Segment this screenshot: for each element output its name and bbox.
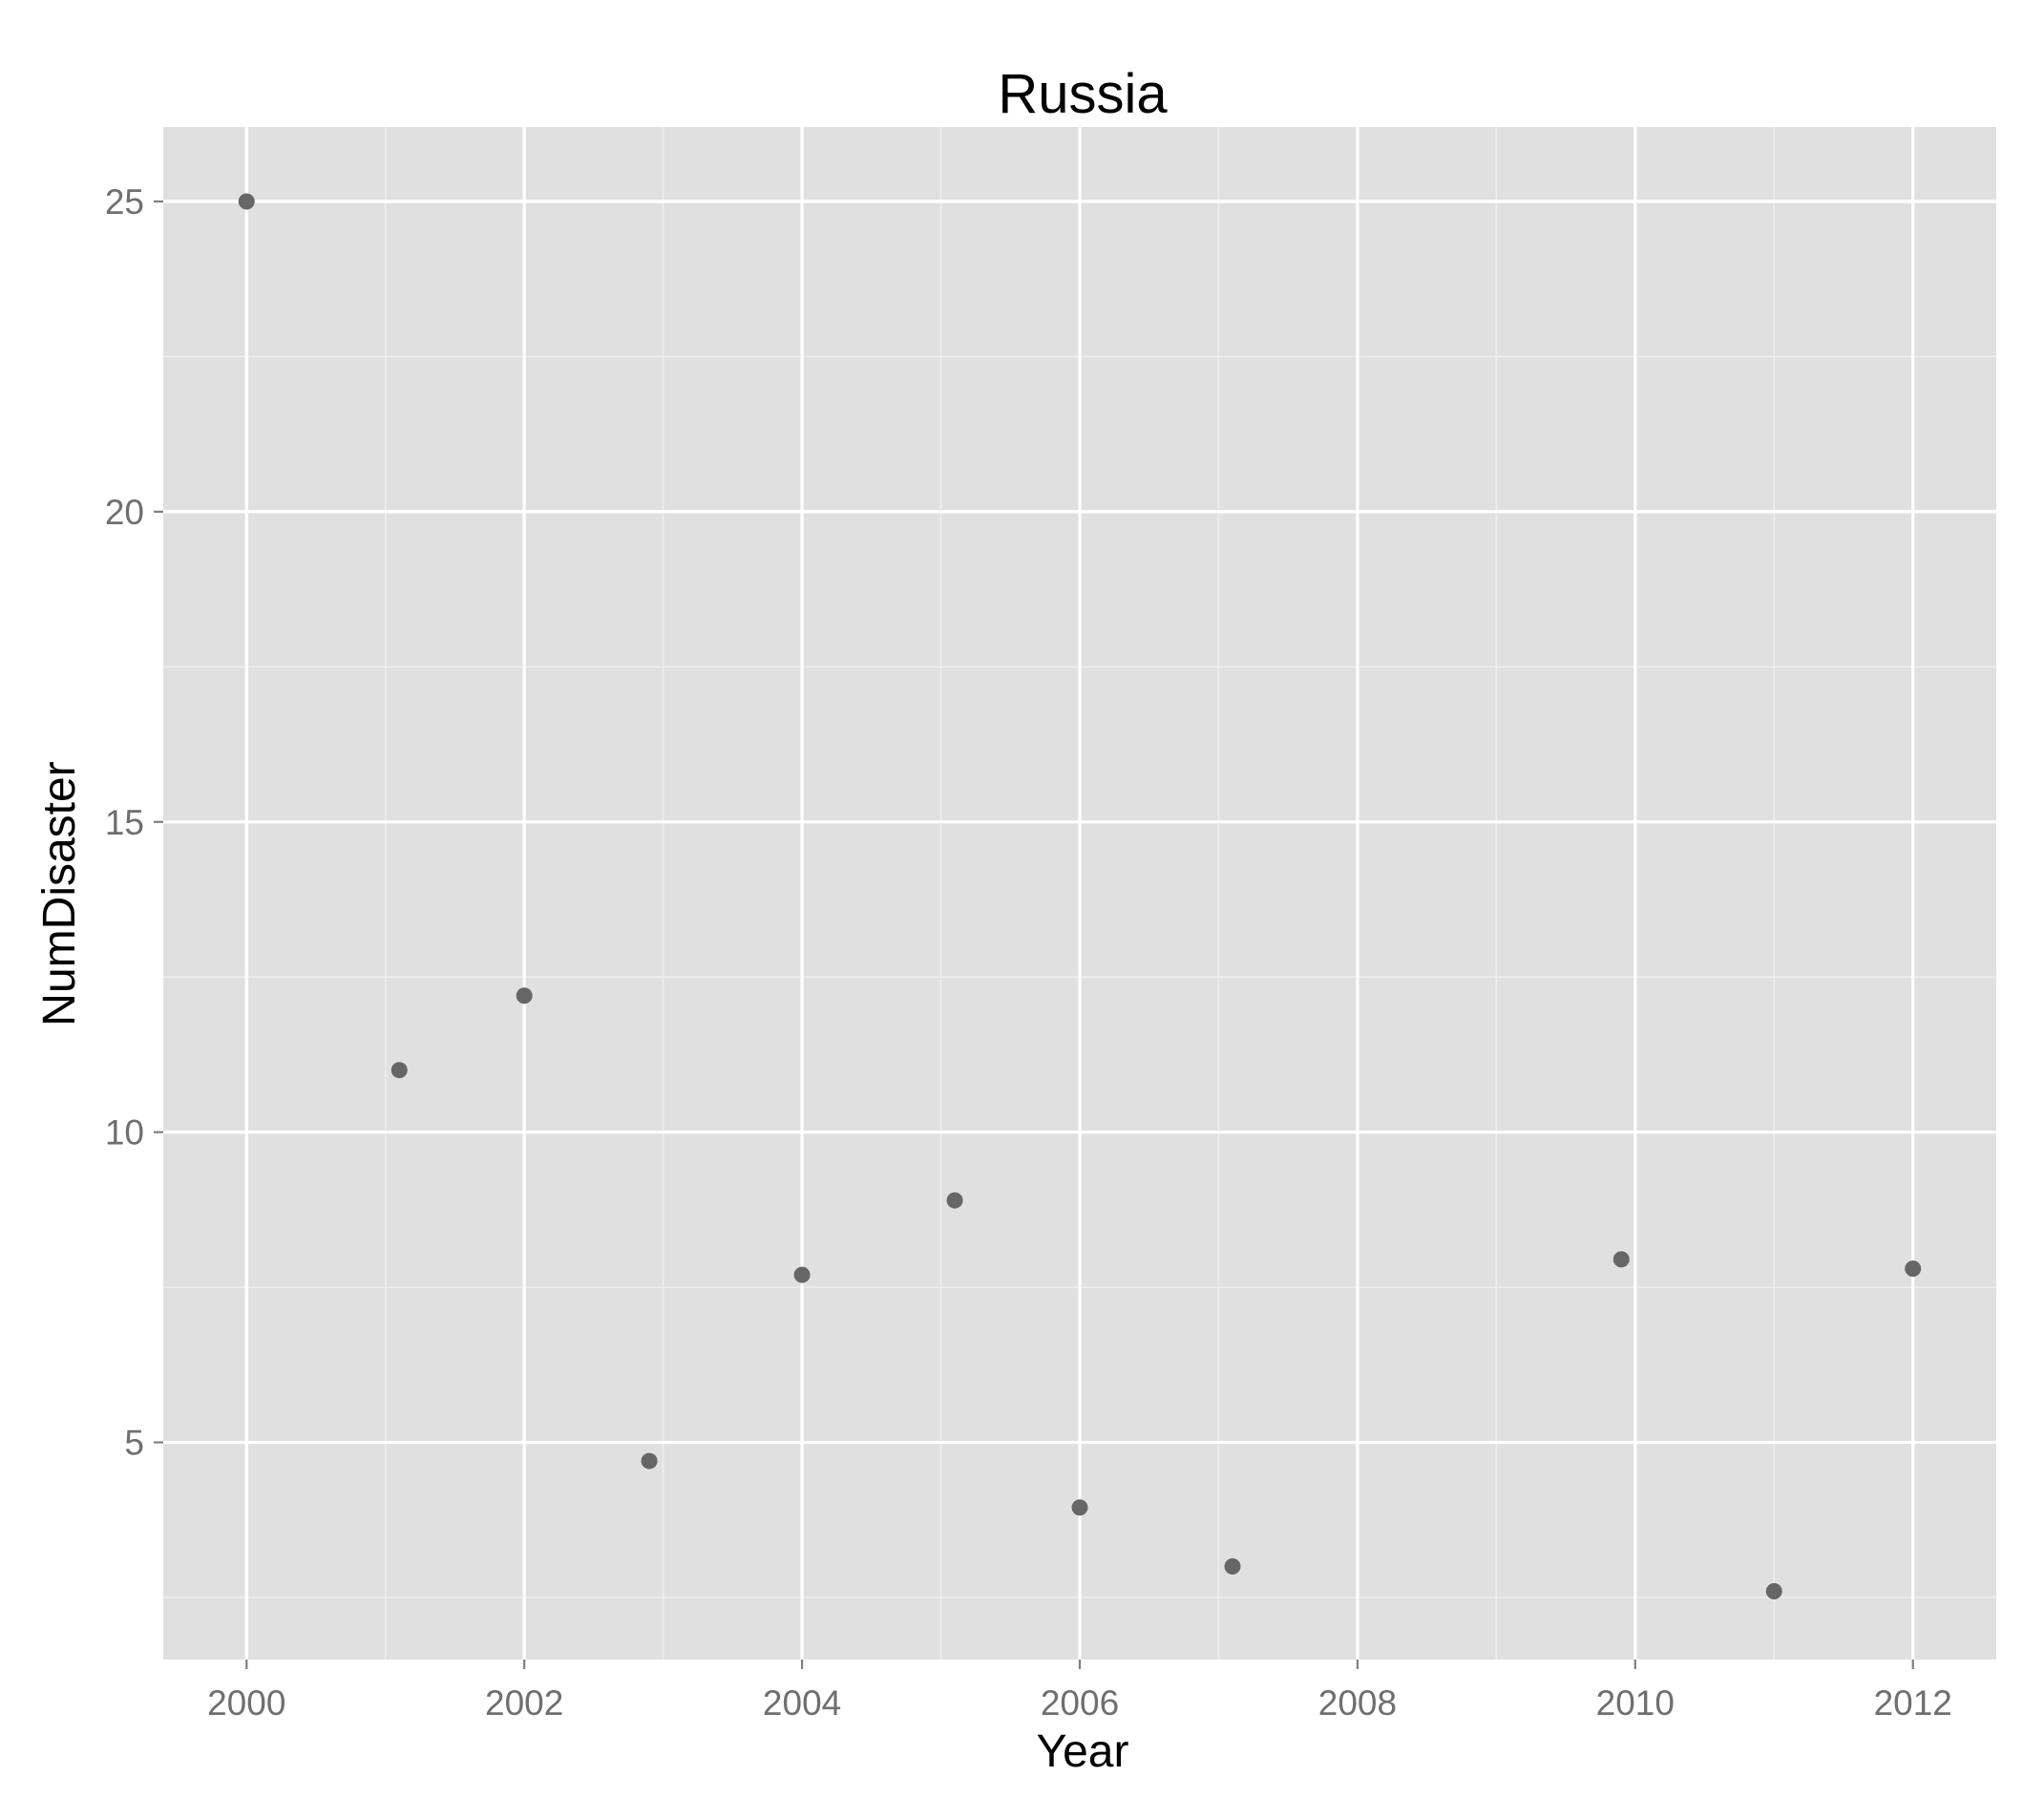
y-tick-label: 15 [105, 803, 144, 842]
x-tick-label: 2000 [207, 1683, 285, 1723]
x-tick-label: 2010 [1596, 1683, 1675, 1723]
y-tick-label: 10 [105, 1113, 144, 1153]
major-gridlines [163, 127, 1996, 1660]
x-axis-title: Year [1037, 1726, 1129, 1777]
data-point [1765, 1583, 1782, 1600]
data-point [1612, 1251, 1630, 1268]
data-points [238, 193, 1922, 1600]
data-point [390, 1062, 408, 1079]
data-point [1905, 1260, 1922, 1278]
x-tick-label: 2006 [1041, 1683, 1119, 1723]
data-point [238, 193, 255, 210]
x-tick-label: 2002 [485, 1683, 563, 1723]
x-tick-label: 2012 [1874, 1683, 1952, 1723]
y-tick-label: 25 [105, 182, 144, 222]
x-tick-label: 2004 [763, 1683, 841, 1723]
y-axis-title: NumDisaster [34, 761, 85, 1026]
y-axis-ticks: 5 10 15 20 25 [105, 182, 163, 1463]
chart-title: Russia [998, 63, 1168, 125]
data-point [641, 1452, 658, 1470]
data-point [946, 1192, 963, 1209]
data-point [1224, 1558, 1241, 1576]
data-point [1071, 1499, 1088, 1516]
y-tick-label: 20 [105, 493, 144, 532]
data-point [516, 987, 533, 1005]
x-axis-ticks: 2000 2002 2004 2006 2008 2010 2012 [207, 1660, 1952, 1723]
data-point [793, 1266, 811, 1283]
x-tick-label: 2008 [1318, 1683, 1397, 1723]
y-tick-label: 5 [124, 1424, 144, 1463]
